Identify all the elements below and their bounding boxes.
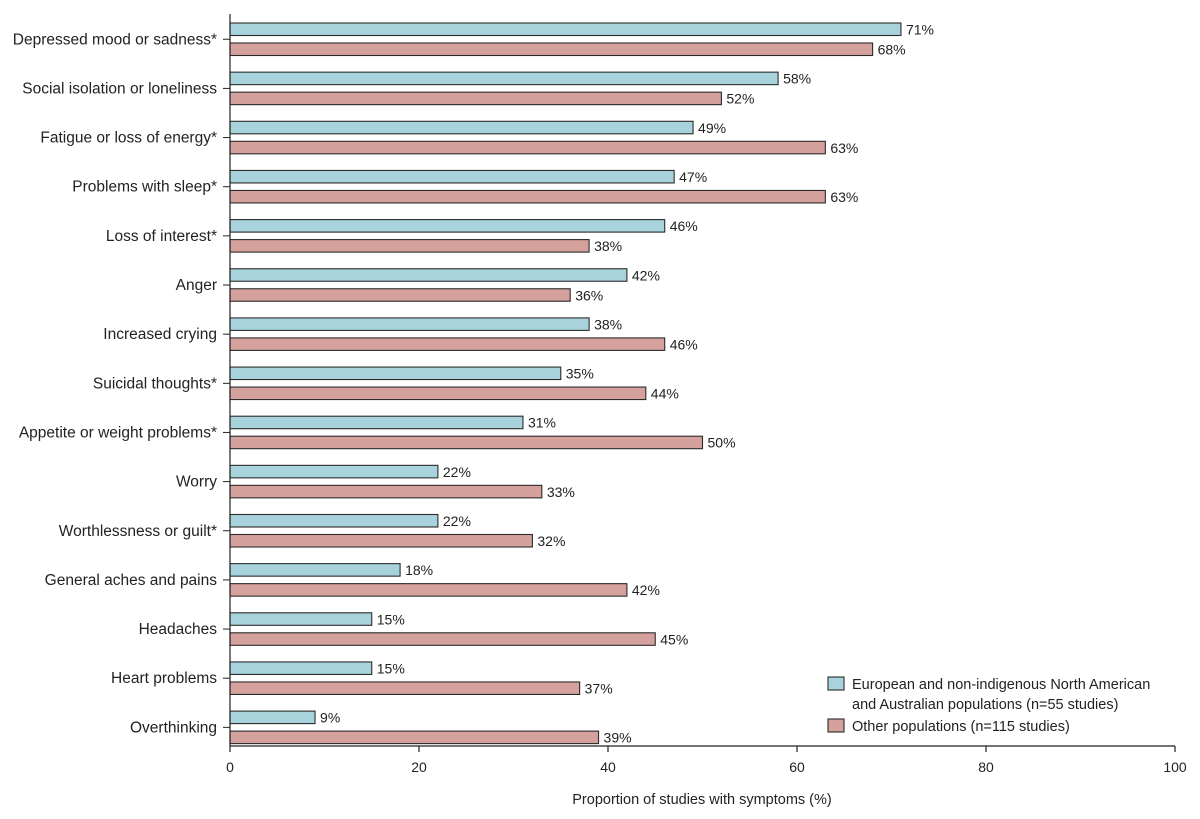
data-label: 45%: [660, 631, 688, 647]
bar: [229, 513, 439, 528]
legend-entry-text: and Australian populations (n=55 studies…: [852, 697, 1118, 713]
legend-entry-text: European and non-indigenous North Americ…: [852, 677, 1150, 693]
data-label: 44%: [651, 386, 679, 402]
bar: [229, 317, 590, 331]
bar: [229, 219, 666, 233]
bar: [229, 239, 590, 253]
legend: European and non-indigenous North Americ…: [827, 676, 1150, 735]
bar: [229, 120, 694, 135]
legend-swatch: [827, 718, 845, 733]
legend-swatch: [827, 676, 845, 691]
data-label: 38%: [594, 316, 622, 332]
data-label: 68%: [878, 42, 906, 58]
category-label: Suicidal thoughts*: [93, 375, 217, 392]
data-label: 33%: [547, 484, 575, 500]
data-label: 50%: [708, 435, 736, 451]
category-label: Fatigue or loss of energy*: [40, 130, 217, 147]
data-label: 22%: [443, 513, 471, 529]
category-label: Appetite or weight problems*: [19, 424, 217, 441]
bar: [229, 140, 826, 155]
x-tick-label: 20: [411, 759, 427, 775]
x-tick-label: 100: [1163, 759, 1187, 775]
axes-layer: Depressed mood or sadness* Social isolati…: [13, 14, 1187, 775]
data-label: 39%: [604, 730, 632, 746]
data-label: 42%: [632, 267, 660, 283]
data-label: 42%: [632, 582, 660, 598]
data-label: 37%: [585, 680, 613, 696]
category-label: Heart problems: [111, 670, 217, 687]
x-tick-label: 60: [789, 759, 805, 775]
bar: [229, 661, 373, 676]
data-label: 15%: [377, 611, 405, 627]
data-label: 46%: [670, 218, 698, 234]
bar: [229, 288, 571, 302]
data-label: 22%: [443, 464, 471, 480]
bar: [229, 268, 628, 282]
data-label: 47%: [679, 169, 707, 185]
category-label: Anger: [176, 277, 217, 294]
bar: [229, 533, 533, 548]
x-tick-label: 40: [600, 759, 616, 775]
data-label: 18%: [405, 562, 433, 578]
bar: [229, 583, 628, 597]
data-label: 52%: [726, 91, 754, 107]
bars-layer: 71%68% 58% 52%49% 63% 47% 63% 46% 38% 42% 36% 38% 4…: [229, 22, 934, 746]
data-label: 35%: [566, 366, 594, 382]
category-label: Depressed mood or sadness*: [13, 31, 217, 48]
data-label: 63%: [830, 140, 858, 156]
data-label: 36%: [575, 287, 603, 303]
data-label: 32%: [537, 533, 565, 549]
bar: [229, 464, 439, 479]
data-label: 9%: [320, 710, 340, 726]
category-label: Loss of interest*: [106, 228, 217, 245]
data-label: 38%: [594, 238, 622, 254]
bar: [229, 71, 779, 86]
bar: [229, 681, 581, 696]
bar: [229, 612, 373, 626]
x-tick-label: 80: [978, 759, 994, 775]
bar: [229, 484, 543, 499]
category-label: Problems with sleep*: [72, 179, 217, 196]
bar: [229, 22, 902, 37]
bar: [229, 169, 675, 184]
bar: [229, 435, 704, 450]
bar: [229, 337, 666, 351]
data-label: 63%: [830, 189, 858, 205]
bar: [229, 386, 647, 401]
bar: [229, 91, 722, 106]
data-label: 49%: [698, 120, 726, 136]
bar: [229, 415, 524, 430]
category-label: Worthlessness or guilt*: [59, 523, 217, 540]
x-tick-label: 0: [226, 759, 234, 775]
bar: [229, 42, 874, 57]
bar: [229, 366, 562, 381]
category-label: General aches and pains: [45, 572, 218, 589]
x-axis-title: Proportion of studies with symptoms (%): [572, 792, 831, 808]
bar: [229, 563, 401, 577]
data-label: 15%: [377, 660, 405, 676]
category-label: Worry: [176, 474, 217, 491]
bar: [229, 632, 656, 646]
category-label: Social isolation or loneliness: [22, 80, 217, 97]
category-label: Increased crying: [103, 326, 217, 343]
category-label: Headaches: [139, 621, 218, 638]
data-label: 71%: [906, 22, 934, 38]
bar: [229, 710, 316, 725]
data-label: 58%: [783, 71, 811, 87]
legend-entry-text: Other populations (n=115 studies): [852, 719, 1070, 735]
bar: [229, 730, 600, 745]
data-label: 46%: [670, 336, 698, 352]
category-label: Overthinking: [130, 719, 217, 736]
bar: [229, 189, 826, 204]
data-label: 31%: [528, 415, 556, 431]
